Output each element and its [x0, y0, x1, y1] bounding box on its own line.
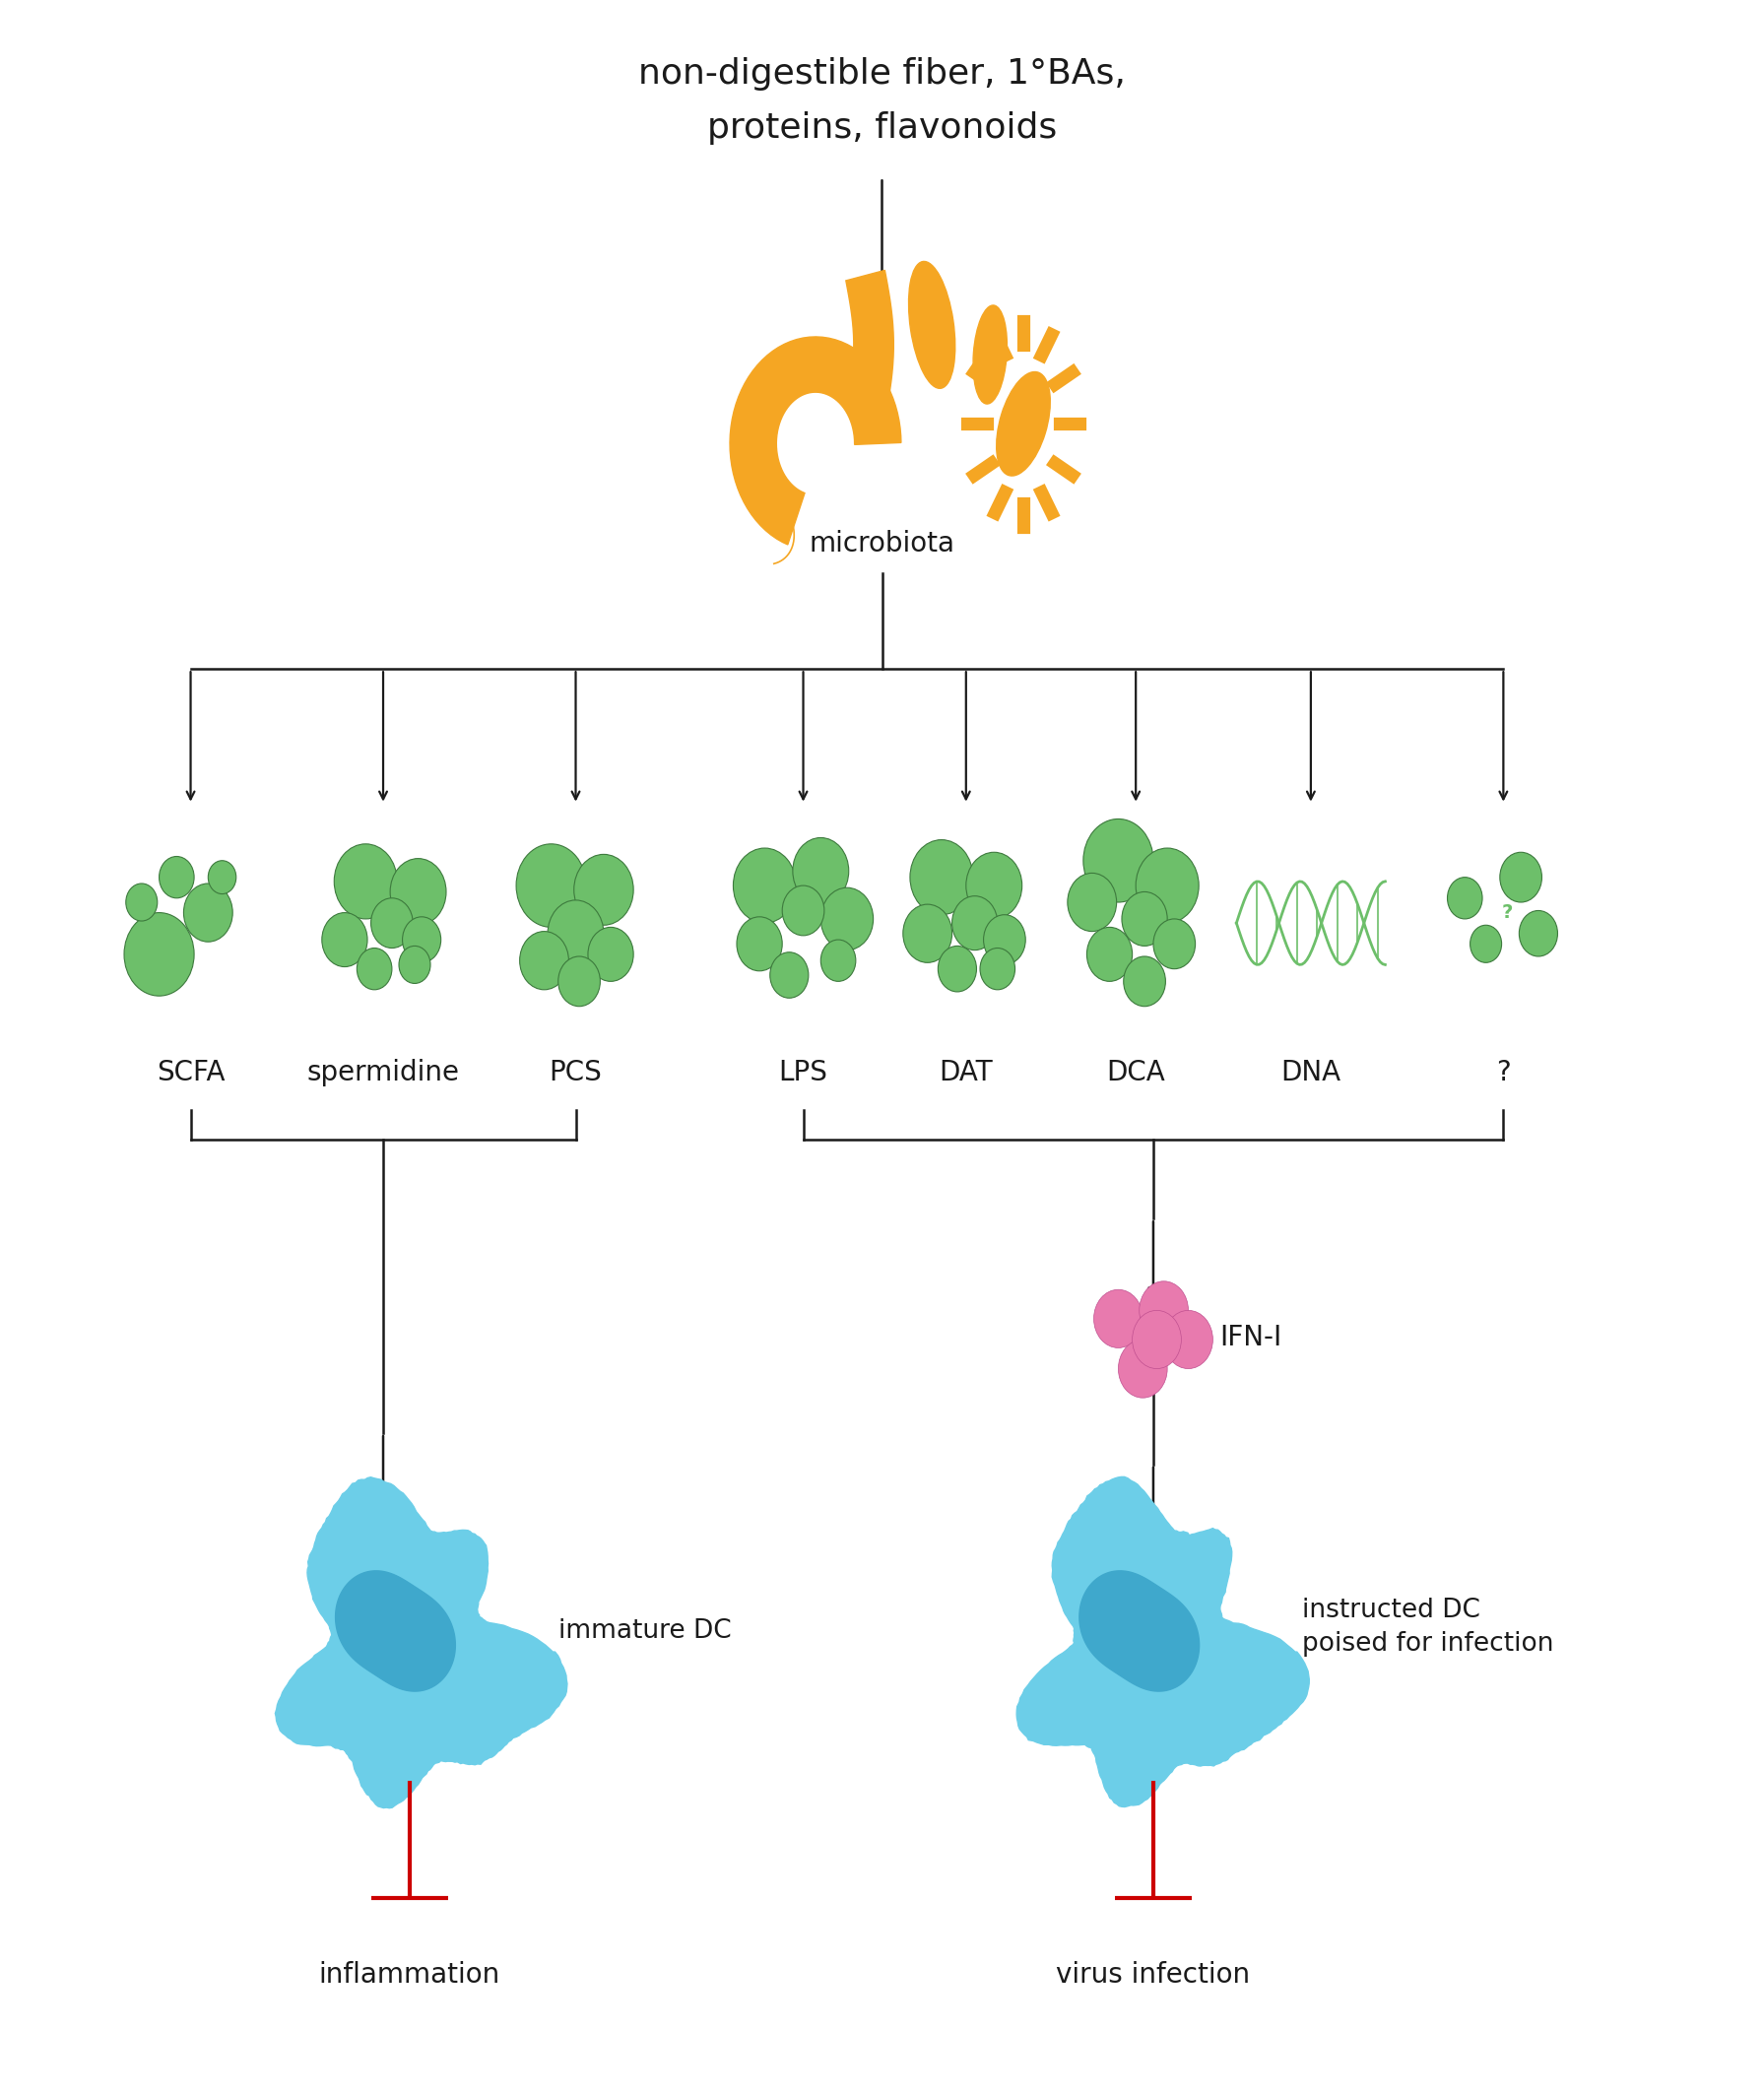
Circle shape: [183, 885, 233, 941]
Circle shape: [1136, 849, 1200, 922]
Circle shape: [981, 947, 1014, 989]
Circle shape: [1087, 926, 1132, 981]
Circle shape: [737, 916, 781, 970]
Ellipse shape: [908, 262, 954, 388]
Text: DAT: DAT: [938, 1058, 993, 1088]
Polygon shape: [1080, 1570, 1200, 1691]
Text: instructed DC
poised for infection: instructed DC poised for infection: [1302, 1597, 1554, 1656]
Circle shape: [792, 838, 848, 903]
Circle shape: [953, 895, 997, 949]
Circle shape: [1132, 1310, 1182, 1369]
Circle shape: [1154, 918, 1196, 968]
Circle shape: [390, 859, 446, 924]
Circle shape: [1122, 891, 1168, 945]
Circle shape: [734, 849, 796, 922]
Circle shape: [370, 897, 413, 947]
Circle shape: [123, 912, 194, 996]
Circle shape: [547, 899, 603, 966]
Circle shape: [333, 845, 397, 918]
Text: PCS: PCS: [549, 1058, 602, 1088]
Circle shape: [1140, 1281, 1189, 1339]
Text: DNA: DNA: [1281, 1058, 1341, 1088]
Text: virus infection: virus infection: [1057, 1962, 1251, 1989]
Text: spermidine: spermidine: [307, 1058, 459, 1088]
Circle shape: [769, 952, 808, 998]
Text: immature DC: immature DC: [557, 1618, 730, 1643]
Polygon shape: [730, 337, 901, 545]
Circle shape: [1083, 820, 1154, 901]
Polygon shape: [335, 1570, 455, 1691]
Text: ?: ?: [1501, 903, 1512, 922]
Circle shape: [1067, 874, 1117, 931]
Text: IFN-I: IFN-I: [1221, 1325, 1282, 1352]
Text: non-digestible fiber, 1°BAs,: non-digestible fiber, 1°BAs,: [639, 57, 1125, 90]
Polygon shape: [1016, 1478, 1309, 1807]
Circle shape: [1446, 878, 1482, 918]
Circle shape: [1164, 1310, 1214, 1369]
Circle shape: [1469, 924, 1501, 962]
Ellipse shape: [997, 371, 1050, 476]
Circle shape: [903, 903, 953, 962]
Text: proteins, flavonoids: proteins, flavonoids: [707, 111, 1057, 145]
Circle shape: [125, 885, 157, 920]
Circle shape: [781, 887, 824, 935]
Circle shape: [984, 914, 1025, 964]
Text: SCFA: SCFA: [157, 1058, 224, 1088]
Circle shape: [557, 956, 600, 1006]
Circle shape: [159, 857, 194, 897]
Circle shape: [1499, 853, 1542, 901]
Circle shape: [910, 840, 974, 914]
Circle shape: [587, 926, 633, 981]
Polygon shape: [847, 270, 894, 419]
Circle shape: [356, 947, 392, 989]
Text: microbiota: microbiota: [810, 530, 954, 558]
Circle shape: [208, 861, 236, 893]
Circle shape: [938, 945, 977, 991]
Circle shape: [520, 931, 568, 989]
Circle shape: [967, 853, 1021, 918]
Text: inflammation: inflammation: [319, 1962, 501, 1989]
Circle shape: [402, 916, 441, 962]
Circle shape: [573, 855, 633, 924]
Circle shape: [321, 912, 367, 966]
Circle shape: [820, 889, 873, 949]
Circle shape: [517, 845, 586, 926]
Text: ?: ?: [1496, 1058, 1510, 1088]
Circle shape: [820, 939, 856, 981]
Text: DCA: DCA: [1106, 1058, 1166, 1088]
Text: LPS: LPS: [778, 1058, 827, 1088]
Circle shape: [1118, 1339, 1168, 1398]
Circle shape: [1094, 1289, 1143, 1348]
Polygon shape: [275, 1478, 568, 1809]
Circle shape: [1519, 910, 1558, 956]
Ellipse shape: [974, 306, 1007, 405]
Circle shape: [399, 945, 430, 983]
Circle shape: [1124, 956, 1166, 1006]
